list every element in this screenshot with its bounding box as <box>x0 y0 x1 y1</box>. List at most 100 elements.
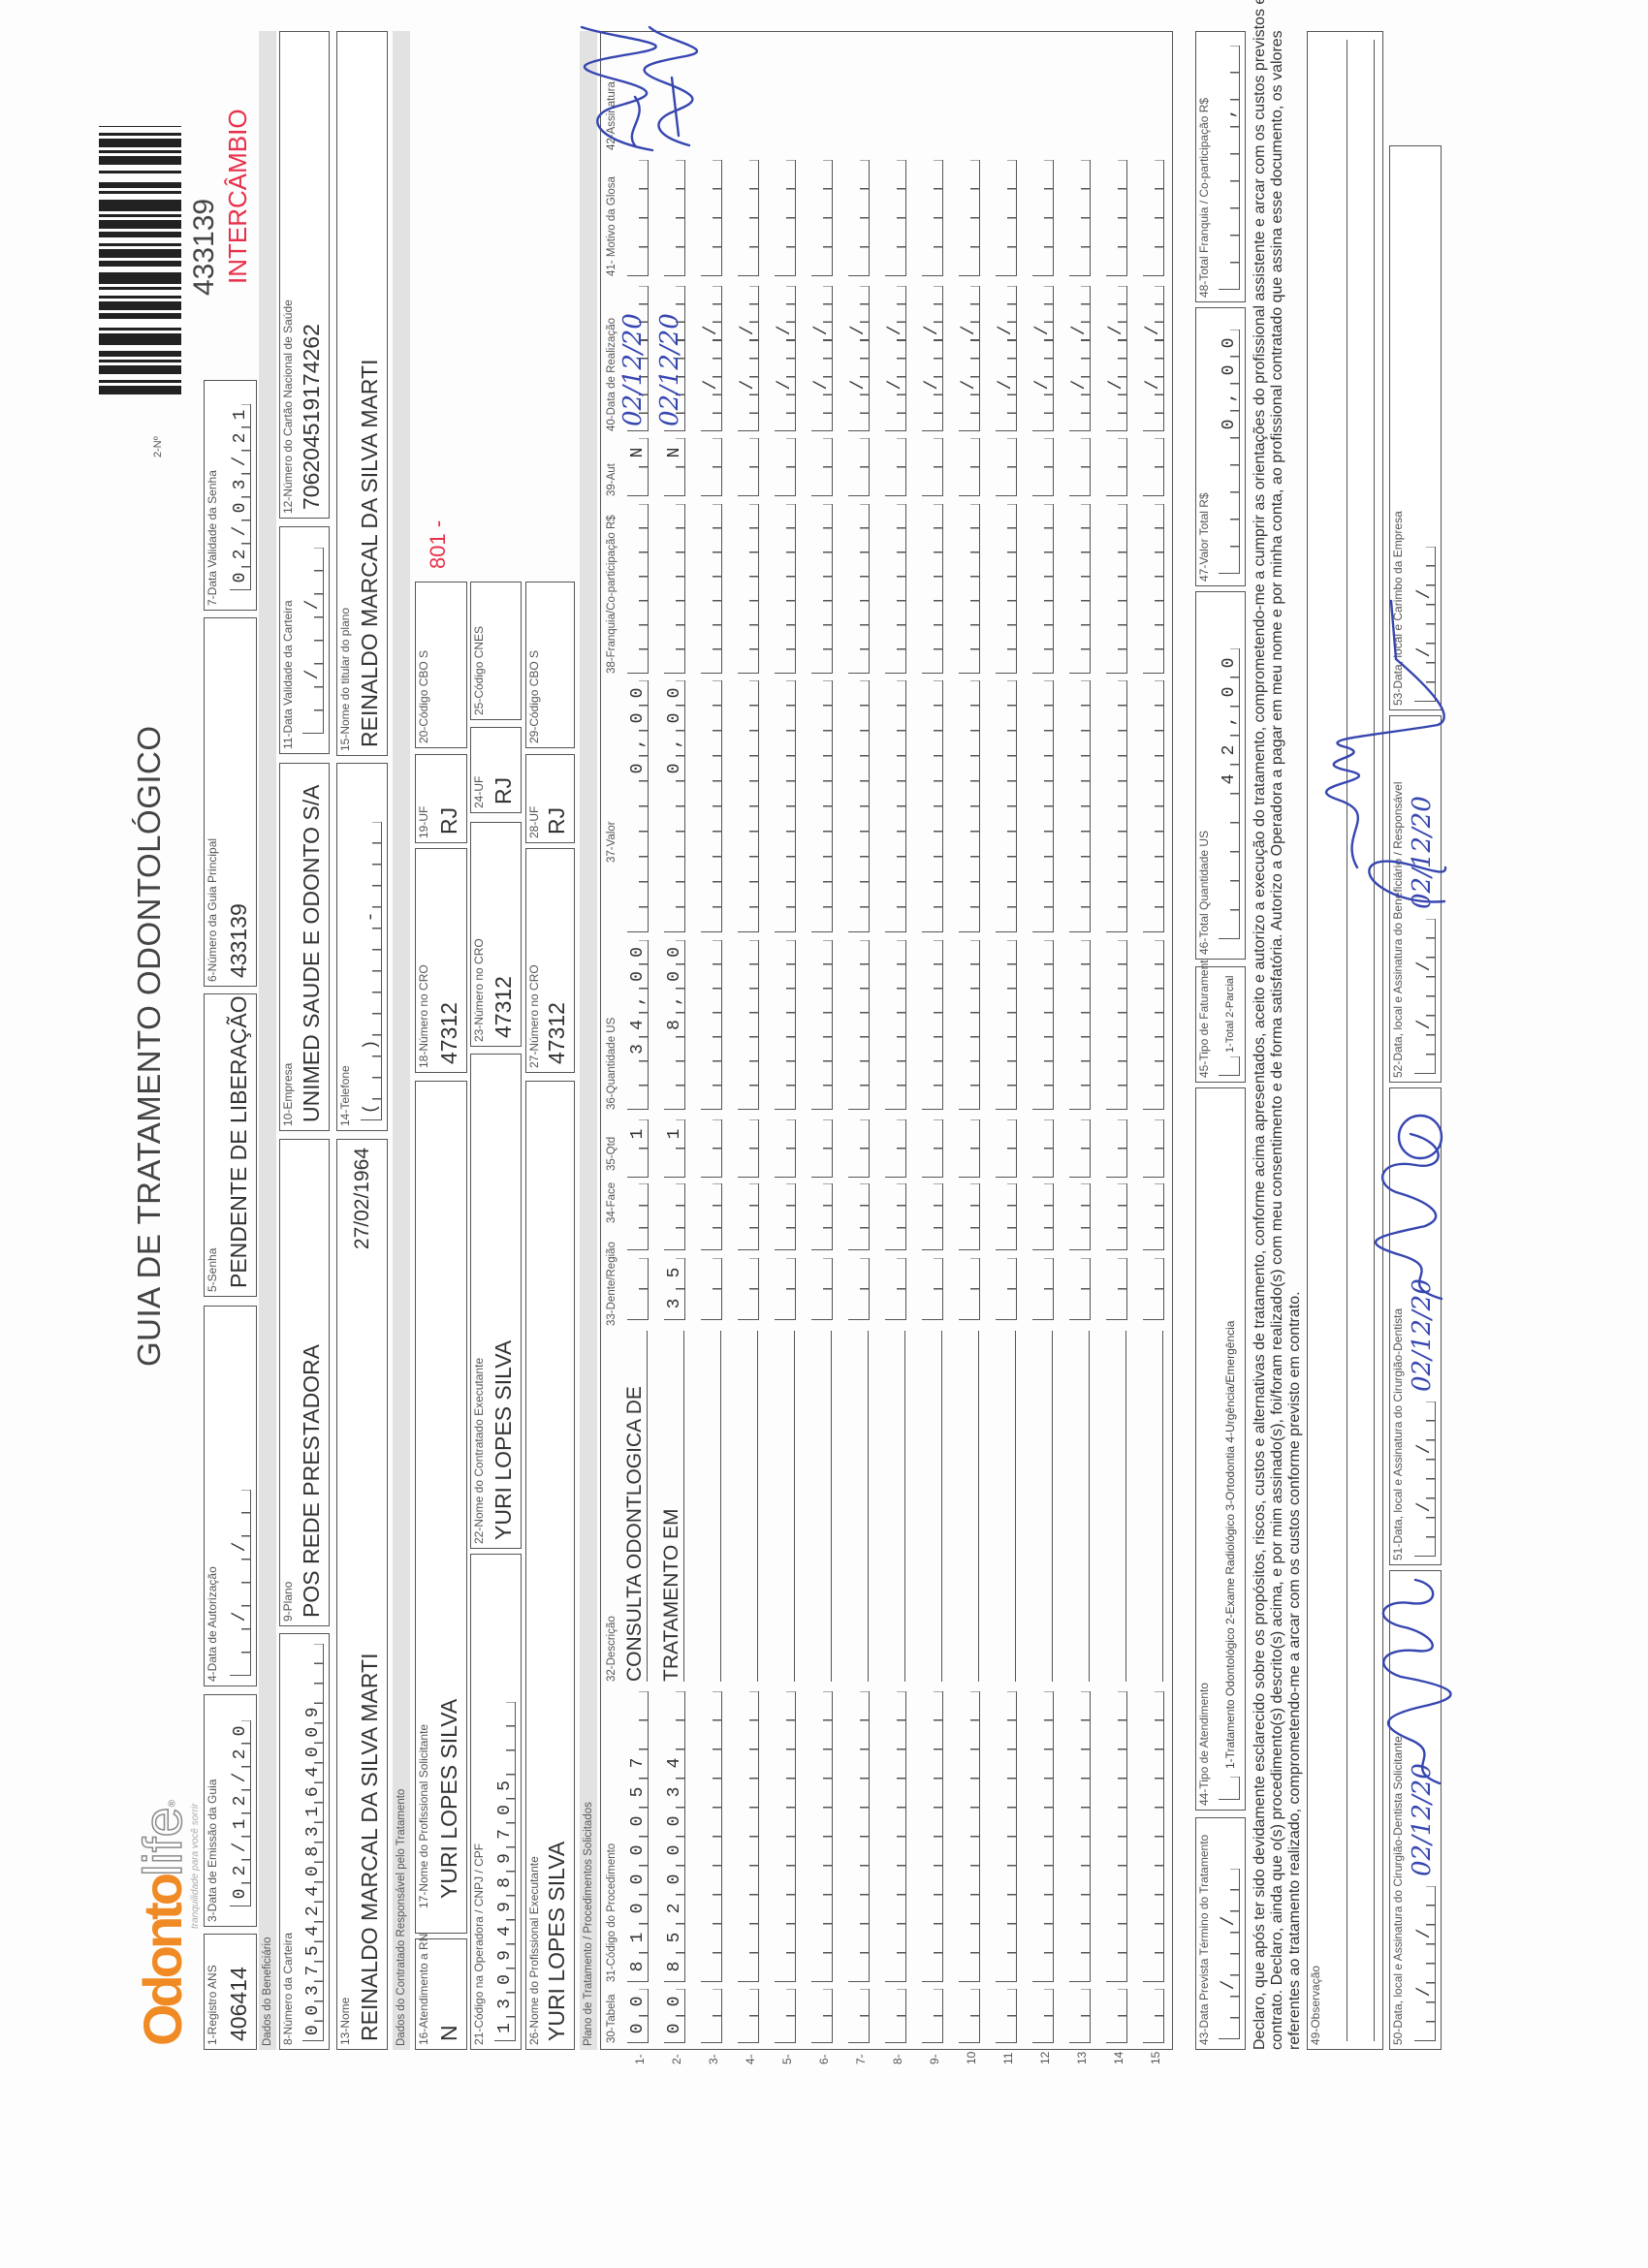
cell-descricao[interactable]: CONSULTA ODONTLOGICA DE <box>623 1331 648 1682</box>
cell-valor[interactable] <box>1106 680 1127 932</box>
cell-dente[interactable] <box>848 1258 870 1320</box>
cell-qtd[interactable] <box>922 1119 943 1178</box>
field-observacao[interactable]: 49-Observação <box>1307 31 1383 2050</box>
cell-qtd[interactable] <box>996 1119 1017 1178</box>
cell-motivo-glosa[interactable] <box>885 160 906 276</box>
cell-aut[interactable] <box>738 438 759 496</box>
cell-franquia[interactable] <box>959 504 980 674</box>
cell-valor[interactable] <box>996 680 1017 932</box>
cell-franquia[interactable] <box>1069 504 1091 674</box>
cell-descricao[interactable]: TRATAMENTO EM <box>660 1331 684 1682</box>
cell-aut[interactable] <box>1106 438 1127 496</box>
cell-face[interactable] <box>811 1183 833 1250</box>
cell-motivo-glosa[interactable] <box>1143 160 1164 276</box>
cell-aut[interactable] <box>996 438 1017 496</box>
cell-quantidade-us[interactable] <box>1143 940 1164 1110</box>
cell-franquia[interactable] <box>701 504 722 674</box>
cell-aut[interactable] <box>848 438 870 496</box>
phone-cells[interactable]: ( ) - <box>361 822 382 1120</box>
cell-quantidade-us[interactable] <box>738 940 759 1110</box>
tipo-atendimento-input[interactable] <box>1219 1777 1240 1800</box>
cell-qtd[interactable]: 1 <box>664 1110 685 1178</box>
cell-data-realizacao[interactable]: 02/12/20 <box>618 286 649 431</box>
cell-motivo-glosa[interactable] <box>1032 160 1054 276</box>
cell-aut[interactable] <box>959 438 980 496</box>
cell-codigo[interactable] <box>1106 1691 1127 1982</box>
cell-motivo-glosa[interactable] <box>701 160 722 276</box>
cell-franquia[interactable] <box>922 504 943 674</box>
cell-qtd[interactable] <box>701 1119 722 1178</box>
cell-codigo[interactable] <box>885 1691 906 1982</box>
cell-codigo[interactable] <box>1069 1691 1091 1982</box>
cell-quantidade-us[interactable] <box>1032 940 1054 1110</box>
cell-valor[interactable] <box>811 680 833 932</box>
cell-descricao[interactable] <box>697 1331 721 1682</box>
cell-tabela[interactable] <box>1032 1989 1054 2043</box>
cell-valor[interactable] <box>738 680 759 932</box>
cell-quantidade-us[interactable] <box>811 940 833 1110</box>
date-cells[interactable]: / / <box>1219 1869 1240 2039</box>
cell-codigo[interactable] <box>848 1691 870 1982</box>
cell-qtd[interactable] <box>848 1119 870 1178</box>
cpf-cells[interactable]: 13094989705 <box>494 1702 516 2041</box>
card-number-cells[interactable]: 00375424083164009 <box>302 1644 324 2041</box>
cell-quantidade-us[interactable] <box>922 940 943 1110</box>
cell-quantidade-us[interactable] <box>885 940 906 1110</box>
cell-valor[interactable] <box>922 680 943 932</box>
cell-franquia[interactable] <box>627 504 649 674</box>
cell-face[interactable] <box>1069 1183 1091 1250</box>
cell-motivo-glosa[interactable] <box>627 160 649 276</box>
cell-dente[interactable] <box>1032 1258 1054 1320</box>
cell-dente[interactable] <box>1069 1258 1091 1320</box>
cell-quantidade-us[interactable] <box>775 940 796 1110</box>
cell-descricao[interactable] <box>1139 1331 1163 1682</box>
cell-data-realizacao[interactable]: / / <box>1106 286 1127 431</box>
cell-tabela[interactable] <box>1106 1989 1127 2043</box>
cell-quantidade-us[interactable] <box>848 940 870 1110</box>
cell-motivo-glosa[interactable] <box>848 160 870 276</box>
cell-aut[interactable] <box>1032 438 1054 496</box>
cell-aut[interactable] <box>922 438 943 496</box>
cell-quantidade-us[interactable] <box>959 940 980 1110</box>
cell-dente[interactable] <box>1106 1258 1127 1320</box>
cell-valor[interactable] <box>959 680 980 932</box>
cell-franquia[interactable] <box>811 504 833 674</box>
cell-face[interactable] <box>922 1183 943 1250</box>
cell-descricao[interactable] <box>881 1331 905 1682</box>
date-cells[interactable]: / / <box>302 548 324 734</box>
tipo-faturamento-input[interactable] <box>1219 1056 1240 1076</box>
cell-franquia[interactable] <box>775 504 796 674</box>
cell-tabela[interactable] <box>775 1989 796 2043</box>
cell-codigo[interactable] <box>701 1691 722 1982</box>
cell-data-realizacao[interactable]: / / <box>848 286 870 431</box>
cell-tabela[interactable] <box>1143 1989 1164 2043</box>
cell-quantidade-us[interactable]: 8,00 <box>664 933 685 1110</box>
cell-dente[interactable] <box>996 1258 1017 1320</box>
cell-descricao[interactable] <box>734 1331 758 1682</box>
cell-data-realizacao[interactable]: / / <box>775 286 796 431</box>
cell-valor[interactable] <box>885 680 906 932</box>
cell-face[interactable] <box>1106 1183 1127 1250</box>
cell-codigo[interactable] <box>996 1691 1017 1982</box>
cell-aut[interactable] <box>775 438 796 496</box>
cell-tabela[interactable] <box>996 1989 1017 2043</box>
cell-codigo[interactable] <box>811 1691 833 1982</box>
cell-face[interactable] <box>848 1183 870 1250</box>
cell-motivo-glosa[interactable] <box>1069 160 1091 276</box>
cell-face[interactable] <box>1143 1183 1164 1250</box>
cell-data-realizacao[interactable]: / / <box>701 286 722 431</box>
cell-data-realizacao[interactable]: 02/12/20 <box>655 286 685 431</box>
cell-descricao[interactable] <box>1029 1331 1053 1682</box>
cell-franquia[interactable] <box>664 504 685 674</box>
cell-aut[interactable] <box>1143 438 1164 496</box>
cell-franquia[interactable] <box>848 504 870 674</box>
cell-aut[interactable] <box>885 438 906 496</box>
cell-dente[interactable] <box>627 1258 649 1320</box>
cell-aut[interactable] <box>1069 438 1091 496</box>
cell-face[interactable] <box>885 1183 906 1250</box>
cell-dente[interactable] <box>922 1258 943 1320</box>
cell-descricao[interactable] <box>955 1331 979 1682</box>
cell-descricao[interactable] <box>1102 1331 1126 1682</box>
field-assinatura-beneficiario[interactable]: 52-Data, local e Assinatura do Beneficiá… <box>1389 715 1442 1083</box>
cell-face[interactable] <box>738 1183 759 1250</box>
